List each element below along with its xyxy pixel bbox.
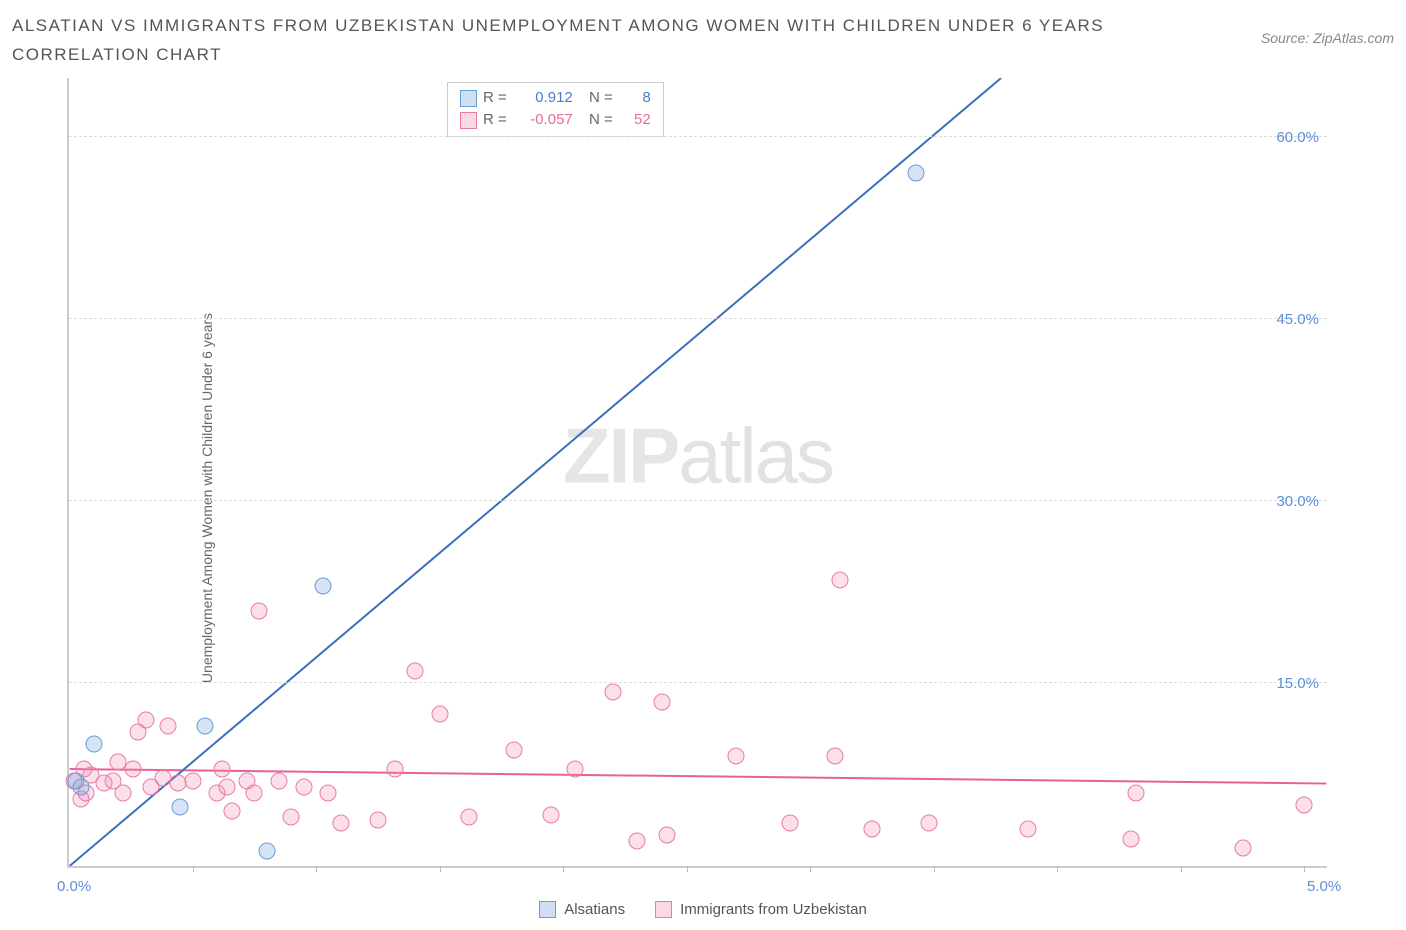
swatch-blue-icon [539,901,556,918]
data-point [920,815,937,832]
data-point [653,693,670,710]
x-tick [316,866,317,872]
data-point [1128,784,1145,801]
gridline [69,318,1327,319]
y-tick-label: 15.0% [1276,675,1319,692]
x-tick [1057,866,1058,872]
y-tick-label: 60.0% [1276,129,1319,146]
data-point [295,778,312,795]
data-point [1019,821,1036,838]
y-tick-label: 45.0% [1276,311,1319,328]
data-point [246,784,263,801]
x-tick [1181,866,1182,872]
gridline [69,136,1327,137]
data-point [728,748,745,765]
chart-header: ALSATIAN VS IMMIGRANTS FROM UZBEKISTAN U… [12,12,1394,70]
data-point [196,718,213,735]
gridline [69,682,1327,683]
data-point [604,683,621,700]
chart-container: Unemployment Among Women with Children U… [12,78,1394,918]
legend-item-1: Alsatians [539,901,625,918]
chart-source: Source: ZipAtlas.com [1261,12,1394,46]
x-tick [687,866,688,872]
data-point [505,742,522,759]
x-label-right: 5.0% [1307,878,1341,895]
gridline [69,500,1327,501]
data-point [219,778,236,795]
data-point [658,827,675,844]
data-point [115,784,132,801]
x-tick [563,866,564,872]
data-point [214,760,231,777]
watermark: ZIPatlas [563,411,833,502]
stats-box: R = 0.912 N = 8 R = -0.057 N = 52 [447,82,664,137]
chart-title: ALSATIAN VS IMMIGRANTS FROM UZBEKISTAN U… [12,12,1162,70]
data-point [85,736,102,753]
data-point [315,578,332,595]
trend-lines [69,78,1327,866]
data-point [258,843,275,860]
data-point [224,803,241,820]
data-point [567,760,584,777]
data-point [1234,839,1251,856]
data-point [283,809,300,826]
swatch-blue-icon [460,90,477,107]
swatch-pink-icon [460,112,477,129]
data-point [782,815,799,832]
swatch-pink-icon [655,901,672,918]
x-label-left: 0.0% [57,878,91,895]
data-point [184,772,201,789]
data-point [863,821,880,838]
data-point [271,772,288,789]
stats-row-2: R = -0.057 N = 52 [460,109,651,132]
data-point [369,811,386,828]
stats-row-1: R = 0.912 N = 8 [460,87,651,110]
x-tick [810,866,811,872]
data-point [125,760,142,777]
data-point [387,760,404,777]
data-point [461,809,478,826]
data-point [159,718,176,735]
data-point [68,772,85,789]
data-point [172,799,189,816]
data-point [542,806,559,823]
x-tick [1304,866,1305,872]
x-tick [934,866,935,872]
data-point [1123,831,1140,848]
data-point [831,572,848,589]
plot-area: ZIPatlas R = 0.912 N = 8 R = -0.057 N = … [67,78,1327,868]
x-tick [193,866,194,872]
data-point [826,748,843,765]
data-point [629,833,646,850]
legend-item-2: Immigrants from Uzbekistan [655,901,867,918]
data-point [431,705,448,722]
data-point [320,784,337,801]
data-point [137,711,154,728]
data-point [406,663,423,680]
bottom-legend: Alsatians Immigrants from Uzbekistan [12,901,1394,918]
x-tick [440,866,441,872]
data-point [251,602,268,619]
data-point [332,815,349,832]
y-tick-label: 30.0% [1276,493,1319,510]
data-point [1296,797,1313,814]
data-point [908,165,925,182]
